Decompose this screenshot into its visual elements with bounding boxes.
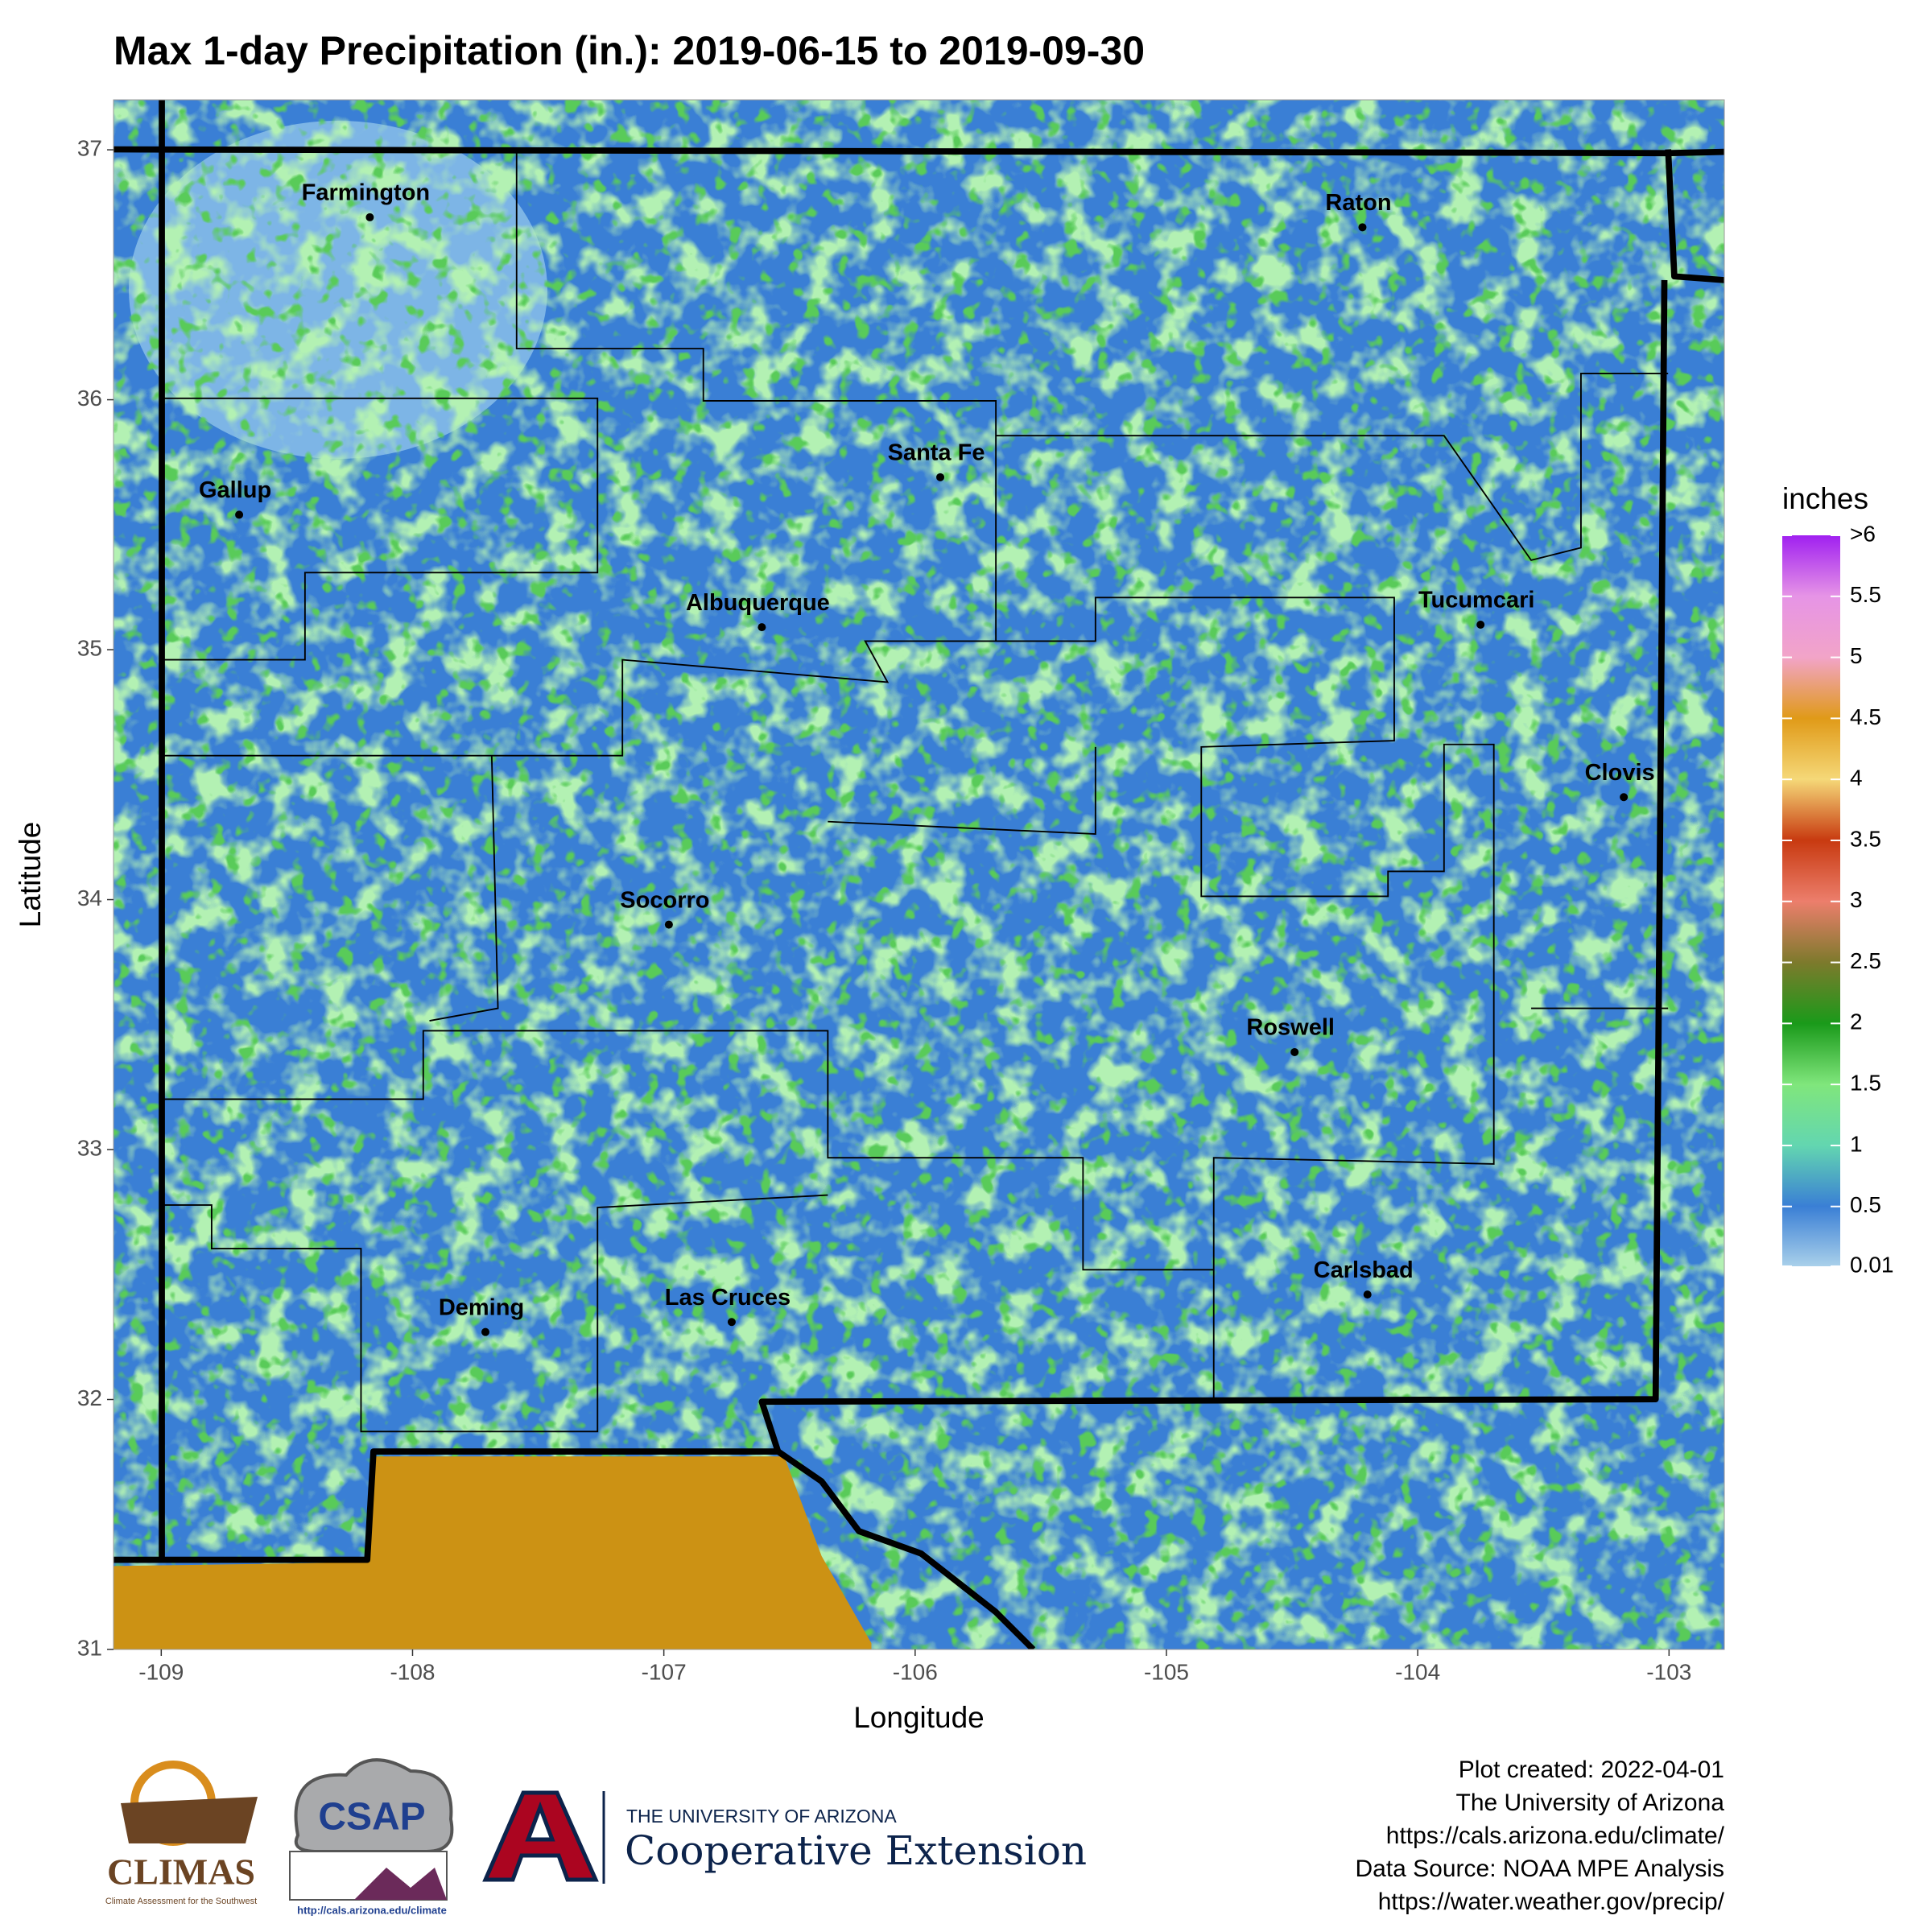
city-label: Deming [439,1294,524,1320]
legend-label: 5.5 [1850,582,1881,607]
legend-label: 1 [1850,1131,1863,1156]
credits-lines: Plot created: 2022-04-01 The University o… [1355,1757,1724,1915]
city-point [1363,1290,1372,1299]
climas-title: CLIMAS [107,1852,255,1893]
city-label: Roswell [1246,1015,1335,1041]
city-label: Gallup [199,477,271,503]
city-point [1620,793,1629,802]
city-point [1290,1047,1299,1056]
city-label: Tucumcari [1418,588,1535,613]
city-point [758,623,766,632]
city-point [664,920,673,929]
x-axis-title: Longitude [853,1701,985,1734]
x-tick-label: -108 [390,1659,435,1684]
city-label: Clovis [1585,760,1655,786]
city-point [365,213,374,221]
y-tick-label: 31 [77,1635,102,1660]
y-axis-title: Latitude [14,822,47,928]
y-tick-label: 37 [77,135,102,160]
x-tick-label: -109 [138,1659,184,1684]
city-label: Socorro [620,887,709,913]
city-point [235,510,244,519]
y-tick-label: 32 [77,1385,102,1410]
city-label: Santa Fe [888,440,985,465]
x-tick-label: -106 [893,1659,938,1684]
csap-url: http://cals.arizona.edu/climate [297,1904,447,1916]
logos: CLIMAS Climate Assessment for the Southw… [105,1758,1087,1916]
y-tick-label: 36 [77,386,102,411]
legend-label: 4 [1850,766,1863,791]
city-point [936,473,945,481]
legend-label: 0.01 [1850,1252,1894,1277]
city-label: Farmington [302,180,431,206]
ua-logo [482,1790,599,1882]
x-tick-label: -104 [1395,1659,1440,1684]
city-point [1476,621,1485,630]
credit-line: https://cals.arizona.edu/climate/ [1386,1823,1725,1849]
city-point [727,1318,736,1327]
city-label: Las Cruces [665,1285,791,1311]
precip-raster [114,100,1724,1649]
x-tick-label: -107 [642,1659,687,1684]
climas-logo [121,1797,258,1843]
credit-line: Data Source: NOAA MPE Analysis [1355,1856,1724,1882]
legend-label: 2 [1850,1009,1863,1034]
credit-line: https://water.weather.gov/precip/ [1378,1889,1725,1915]
csap-logo [354,1868,447,1900]
city-label: Albuquerque [686,590,830,616]
legend-label: 1.5 [1850,1071,1881,1096]
credit-line: The University of Arizona [1456,1790,1725,1816]
plot-frame [113,99,1725,1650]
legend-label: >6 [1850,521,1876,546]
city-label: Raton [1325,190,1391,216]
y-tick-label: 33 [77,1135,102,1160]
ua-name: THE UNIVERSITY OF ARIZONA [626,1806,897,1827]
legend-label: 0.5 [1850,1192,1881,1217]
legend-label: 3.5 [1850,826,1881,851]
legend-label: 2.5 [1850,948,1881,973]
climas-subtitle: Climate Assessment for the Southwest [105,1897,257,1906]
csap-title: CSAP [318,1796,425,1839]
map-title: Max 1-day Precipitation (in.): 2019-06-1… [114,28,1145,73]
legend-label: 5 [1850,643,1863,668]
legend-title: inches [1782,482,1868,515]
x-tick-label: -103 [1646,1659,1691,1684]
city-point [1358,223,1367,232]
credit-line: Plot created: 2022-04-01 [1459,1757,1724,1783]
y-tick-label: 35 [77,635,102,660]
legend-label: 3 [1850,887,1863,912]
city-label: Carlsbad [1314,1257,1414,1283]
city-point [481,1327,490,1336]
legend-label: 4.5 [1850,704,1881,729]
ua-unit: Cooperative Extension [625,1827,1087,1874]
y-tick-label: 34 [77,886,102,910]
x-tick-label: -105 [1144,1659,1189,1684]
